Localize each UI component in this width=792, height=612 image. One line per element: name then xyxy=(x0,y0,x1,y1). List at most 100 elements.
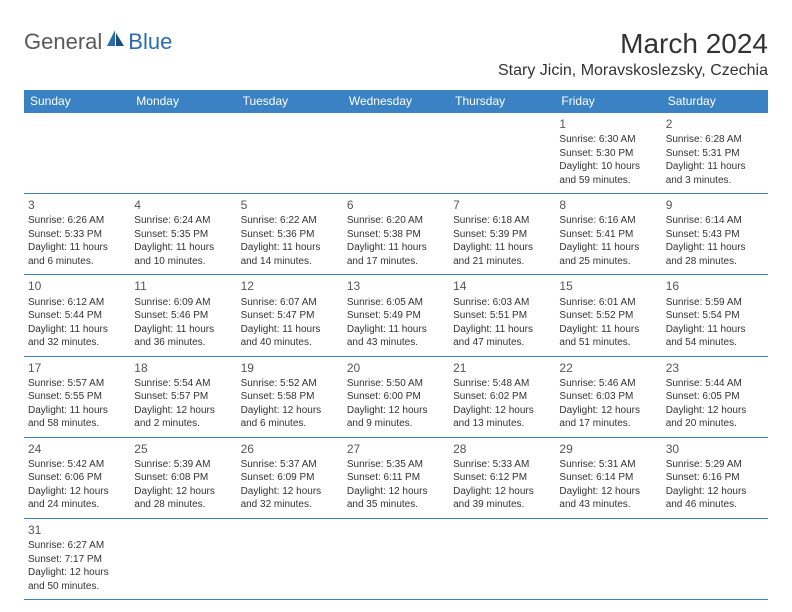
calendar-day-cell xyxy=(343,113,449,194)
sunset-text: Sunset: 5:58 PM xyxy=(241,390,339,404)
sunrise-text: Sunrise: 6:18 AM xyxy=(453,214,551,228)
sunrise-text: Sunrise: 6:03 AM xyxy=(453,296,551,310)
daylight-text: Daylight: 12 hours and 6 minutes. xyxy=(241,404,339,431)
sunrise-text: Sunrise: 5:59 AM xyxy=(666,296,764,310)
calendar-day-cell: 18Sunrise: 5:54 AMSunset: 5:57 PMDayligh… xyxy=(130,356,236,437)
day-number: 12 xyxy=(241,278,339,294)
day-number: 5 xyxy=(241,197,339,213)
calendar-day-cell: 17Sunrise: 5:57 AMSunset: 5:55 PMDayligh… xyxy=(24,356,130,437)
sunset-text: Sunset: 5:46 PM xyxy=(134,309,232,323)
calendar-week-row: 17Sunrise: 5:57 AMSunset: 5:55 PMDayligh… xyxy=(24,356,768,437)
day-number: 16 xyxy=(666,278,764,294)
calendar-day-cell: 27Sunrise: 5:35 AMSunset: 6:11 PMDayligh… xyxy=(343,437,449,518)
calendar-day-cell: 11Sunrise: 6:09 AMSunset: 5:46 PMDayligh… xyxy=(130,275,236,356)
calendar-day-cell: 6Sunrise: 6:20 AMSunset: 5:38 PMDaylight… xyxy=(343,194,449,275)
sunset-text: Sunset: 6:11 PM xyxy=(347,471,445,485)
calendar-week-row: 31Sunrise: 6:27 AMSunset: 7:17 PMDayligh… xyxy=(24,518,768,599)
weekday-header: Tuesday xyxy=(237,90,343,113)
sunset-text: Sunset: 6:14 PM xyxy=(559,471,657,485)
daylight-text: Daylight: 12 hours and 46 minutes. xyxy=(666,485,764,512)
calendar-week-row: 1Sunrise: 6:30 AMSunset: 5:30 PMDaylight… xyxy=(24,113,768,194)
daylight-text: Daylight: 12 hours and 20 minutes. xyxy=(666,404,764,431)
daylight-text: Daylight: 12 hours and 24 minutes. xyxy=(28,485,126,512)
header: General Blue March 2024 Stary Jicin, Mor… xyxy=(24,28,768,86)
calendar-day-cell xyxy=(130,518,236,599)
sunset-text: Sunset: 5:39 PM xyxy=(453,228,551,242)
daylight-text: Daylight: 12 hours and 35 minutes. xyxy=(347,485,445,512)
calendar-day-cell: 31Sunrise: 6:27 AMSunset: 7:17 PMDayligh… xyxy=(24,518,130,599)
calendar-day-cell xyxy=(130,113,236,194)
sunrise-text: Sunrise: 5:37 AM xyxy=(241,458,339,472)
calendar-day-cell: 12Sunrise: 6:07 AMSunset: 5:47 PMDayligh… xyxy=(237,275,343,356)
day-number: 6 xyxy=(347,197,445,213)
calendar-day-cell: 2Sunrise: 6:28 AMSunset: 5:31 PMDaylight… xyxy=(662,113,768,194)
daylight-text: Daylight: 11 hours and 54 minutes. xyxy=(666,323,764,350)
weekday-header: Monday xyxy=(130,90,236,113)
sunset-text: Sunset: 5:49 PM xyxy=(347,309,445,323)
sunset-text: Sunset: 5:36 PM xyxy=(241,228,339,242)
calendar-day-cell: 1Sunrise: 6:30 AMSunset: 5:30 PMDaylight… xyxy=(555,113,661,194)
day-number: 20 xyxy=(347,360,445,376)
day-number: 11 xyxy=(134,278,232,294)
daylight-text: Daylight: 11 hours and 43 minutes. xyxy=(347,323,445,350)
sunrise-text: Sunrise: 6:30 AM xyxy=(559,133,657,147)
sunrise-text: Sunrise: 5:29 AM xyxy=(666,458,764,472)
sunset-text: Sunset: 6:00 PM xyxy=(347,390,445,404)
day-number: 26 xyxy=(241,441,339,457)
calendar-day-cell: 20Sunrise: 5:50 AMSunset: 6:00 PMDayligh… xyxy=(343,356,449,437)
calendar-day-cell xyxy=(449,518,555,599)
calendar-day-cell: 10Sunrise: 6:12 AMSunset: 5:44 PMDayligh… xyxy=(24,275,130,356)
day-number: 14 xyxy=(453,278,551,294)
calendar-week-row: 24Sunrise: 5:42 AMSunset: 6:06 PMDayligh… xyxy=(24,437,768,518)
sunrise-text: Sunrise: 5:50 AM xyxy=(347,377,445,391)
calendar-day-cell xyxy=(555,518,661,599)
sunset-text: Sunset: 5:41 PM xyxy=(559,228,657,242)
sunrise-text: Sunrise: 5:48 AM xyxy=(453,377,551,391)
calendar-day-cell xyxy=(237,113,343,194)
calendar-day-cell: 7Sunrise: 6:18 AMSunset: 5:39 PMDaylight… xyxy=(449,194,555,275)
calendar-day-cell: 25Sunrise: 5:39 AMSunset: 6:08 PMDayligh… xyxy=(130,437,236,518)
sunset-text: Sunset: 6:12 PM xyxy=(453,471,551,485)
sunset-text: Sunset: 5:38 PM xyxy=(347,228,445,242)
sunrise-text: Sunrise: 6:22 AM xyxy=(241,214,339,228)
sunrise-text: Sunrise: 6:14 AM xyxy=(666,214,764,228)
day-number: 27 xyxy=(347,441,445,457)
sunset-text: Sunset: 7:17 PM xyxy=(28,553,126,567)
day-number: 13 xyxy=(347,278,445,294)
sunrise-text: Sunrise: 5:39 AM xyxy=(134,458,232,472)
daylight-text: Daylight: 12 hours and 13 minutes. xyxy=(453,404,551,431)
sunrise-text: Sunrise: 6:20 AM xyxy=(347,214,445,228)
sunset-text: Sunset: 5:47 PM xyxy=(241,309,339,323)
calendar-day-cell: 22Sunrise: 5:46 AMSunset: 6:03 PMDayligh… xyxy=(555,356,661,437)
day-number: 30 xyxy=(666,441,764,457)
daylight-text: Daylight: 12 hours and 2 minutes. xyxy=(134,404,232,431)
logo-text-general: General xyxy=(24,29,102,55)
sunset-text: Sunset: 6:16 PM xyxy=(666,471,764,485)
calendar-day-cell: 24Sunrise: 5:42 AMSunset: 6:06 PMDayligh… xyxy=(24,437,130,518)
day-number: 23 xyxy=(666,360,764,376)
day-number: 9 xyxy=(666,197,764,213)
calendar-day-cell: 8Sunrise: 6:16 AMSunset: 5:41 PMDaylight… xyxy=(555,194,661,275)
calendar-day-cell: 19Sunrise: 5:52 AMSunset: 5:58 PMDayligh… xyxy=(237,356,343,437)
sunset-text: Sunset: 5:31 PM xyxy=(666,147,764,161)
day-number: 7 xyxy=(453,197,551,213)
sunrise-text: Sunrise: 6:27 AM xyxy=(28,539,126,553)
daylight-text: Daylight: 11 hours and 21 minutes. xyxy=(453,241,551,268)
day-number: 22 xyxy=(559,360,657,376)
daylight-text: Daylight: 12 hours and 39 minutes. xyxy=(453,485,551,512)
day-number: 4 xyxy=(134,197,232,213)
sunrise-text: Sunrise: 5:54 AM xyxy=(134,377,232,391)
day-number: 31 xyxy=(28,522,126,538)
daylight-text: Daylight: 11 hours and 36 minutes. xyxy=(134,323,232,350)
calendar-day-cell: 3Sunrise: 6:26 AMSunset: 5:33 PMDaylight… xyxy=(24,194,130,275)
sunrise-text: Sunrise: 6:12 AM xyxy=(28,296,126,310)
sunrise-text: Sunrise: 6:01 AM xyxy=(559,296,657,310)
calendar-day-cell xyxy=(662,518,768,599)
calendar-day-cell: 21Sunrise: 5:48 AMSunset: 6:02 PMDayligh… xyxy=(449,356,555,437)
sunrise-text: Sunrise: 5:46 AM xyxy=(559,377,657,391)
sunset-text: Sunset: 5:54 PM xyxy=(666,309,764,323)
calendar-day-cell: 16 Sunrise: 5:59 AMSunset: 5:54 PMDayligh… xyxy=(662,275,768,356)
location: Stary Jicin, Moravskoslezsky, Czechia xyxy=(498,62,768,80)
day-number: 29 xyxy=(559,441,657,457)
sunset-text: Sunset: 6:06 PM xyxy=(28,471,126,485)
